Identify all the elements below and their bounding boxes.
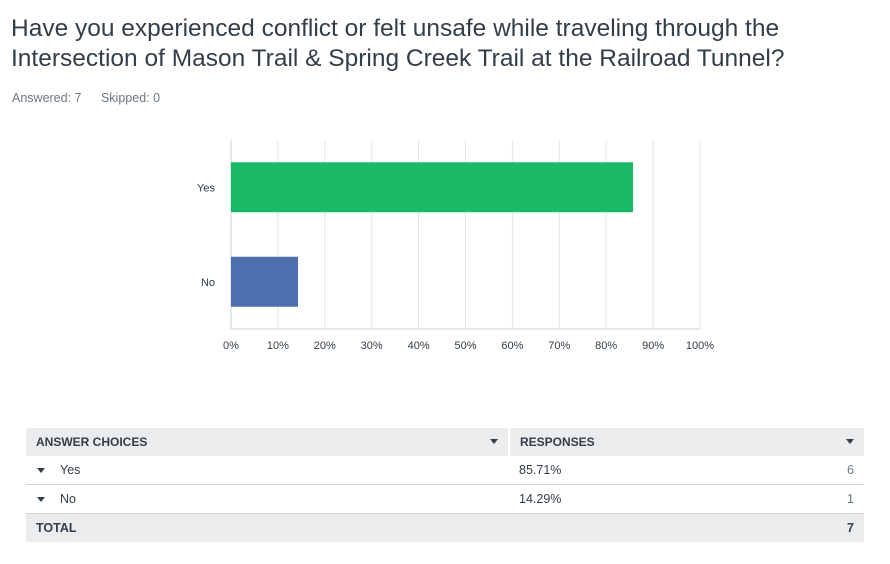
response-percent: 85.71%: [519, 463, 562, 477]
x-tick-label: 40%: [408, 340, 430, 352]
table-header-row: ANSWER CHOICES RESPONSES: [26, 428, 864, 456]
answer-choices-header[interactable]: ANSWER CHOICES: [26, 428, 510, 456]
answer-choices-header-label: ANSWER CHOICES: [36, 435, 148, 449]
question-title-line1: Have you experienced conflict or felt un…: [11, 15, 780, 42]
response-count: 1: [847, 492, 854, 506]
table-row: No 14.29% 1: [26, 485, 864, 514]
total-row: TOTAL 7: [26, 513, 864, 543]
answered-count: Answered: 7: [12, 91, 82, 105]
x-tick-label: 50%: [454, 340, 476, 352]
response-summary: Answered: 7 Skipped: 0: [12, 91, 176, 105]
table-row: Yes 85.71% 6: [26, 456, 864, 485]
x-tick-label: 80%: [595, 340, 617, 352]
sort-caret-icon[interactable]: [846, 439, 854, 444]
category-label: No: [201, 277, 215, 289]
bar-chart: 0% 10% 20% 30% 40% 50% 60% 70% 80% 90% 100% Yes No: [197, 140, 714, 352]
answer-choice-cell: No: [26, 485, 509, 514]
responses-header[interactable]: RESPONSES: [509, 428, 864, 456]
category-label: Yes: [197, 182, 215, 194]
responses-header-label: RESPONSES: [520, 435, 595, 449]
bar-no: [231, 256, 299, 307]
x-tick-label: 10%: [267, 340, 289, 352]
x-tick-label: 0%: [223, 340, 239, 352]
x-tick-label: 20%: [314, 340, 336, 352]
x-tick-label: 60%: [501, 340, 523, 352]
total-empty-cell: [509, 514, 757, 543]
total-count: 7: [847, 521, 854, 535]
x-tick-label: 30%: [361, 340, 383, 352]
skipped-count: Skipped: 0: [100, 91, 161, 105]
x-tick-label: 70%: [548, 340, 570, 352]
response-percent: 14.29%: [519, 492, 562, 506]
expand-caret-icon[interactable]: [37, 497, 45, 503]
total-label: TOTAL: [36, 521, 77, 535]
answer-choice-label: No: [60, 492, 76, 506]
answer-choice-label: Yes: [60, 463, 81, 477]
question-title-line2: Intersection of Mason Trail & Spring Cre…: [11, 45, 785, 72]
x-tick-label: 100%: [686, 340, 714, 352]
response-count: 6: [847, 463, 854, 477]
answer-choice-cell: Yes: [26, 456, 509, 485]
sort-caret-icon[interactable]: [490, 439, 498, 444]
question-title: Have you experienced conflict or felt un…: [11, 14, 871, 74]
responses-table: ANSWER CHOICES RESPONSES Yes 85.71% 6 No…: [26, 428, 864, 542]
bar-yes: [231, 162, 633, 213]
expand-caret-icon[interactable]: [37, 468, 45, 474]
x-tick-label: 90%: [642, 340, 664, 352]
